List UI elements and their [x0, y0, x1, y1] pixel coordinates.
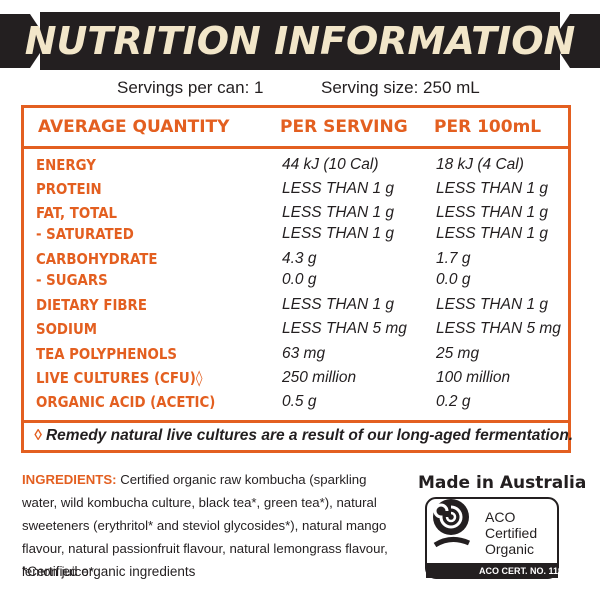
row-per-100ml: 18 kJ (4 Cal) — [436, 156, 524, 173]
aco-cert-number: ACO CERT. NO. 11964 — [479, 566, 574, 576]
table-row: LIVE CULTURES (CFU)◊ 250 million 100 mil… — [24, 369, 568, 391]
row-label: ENERGY — [36, 156, 96, 174]
row-label: PROTEIN — [36, 180, 102, 198]
table-row: TEA POLYPHENOLS 63 mg 25 mg — [24, 345, 568, 367]
row-per-serving: 4.3 g — [282, 250, 317, 267]
row-per-100ml: LESS THAN 5 mg — [436, 320, 561, 337]
ingredients-label: INGREDIENTS: — [22, 472, 117, 487]
row-label: CARBOHYDRATE — [36, 250, 158, 268]
row-per-100ml: 100 million — [436, 369, 511, 386]
row-per-serving: 0.0 g — [282, 271, 317, 288]
footnote-symbol: ◊ — [34, 427, 42, 444]
row-per-100ml: 1.7 g — [436, 250, 471, 267]
row-per-100ml: 0.2 g — [436, 393, 471, 410]
table-row: - SATURATED LESS THAN 1 g LESS THAN 1 g — [24, 225, 568, 247]
row-label: DIETARY FIBRE — [36, 296, 147, 314]
aco-certified-organic-logo: ACO Certified Organic ACO CERT. NO. 1196… — [425, 497, 573, 582]
row-per-100ml: 25 mg — [436, 345, 480, 362]
row-per-serving: 250 million — [282, 369, 357, 386]
header-divider — [24, 146, 568, 149]
footnote: ◊ Remedy natural live cultures are a res… — [34, 427, 573, 445]
table-row: PROTEIN LESS THAN 1 g LESS THAN 1 g — [24, 180, 568, 202]
row-per-100ml: 0.0 g — [436, 271, 471, 288]
row-per-100ml: LESS THAN 1 g — [436, 225, 548, 242]
row-label: SODIUM — [36, 320, 98, 338]
table-row: SODIUM LESS THAN 5 mg LESS THAN 5 mg — [24, 320, 568, 342]
ingredients: INGREDIENTS: Certified organic raw kombu… — [22, 468, 394, 583]
aco-spiral-icon — [425, 497, 559, 579]
table-header: AVERAGE QUANTITY PER SERVING PER 100mL — [24, 108, 568, 150]
servings-line: Servings per can: 1 Serving size: 250 mL — [0, 76, 600, 100]
certified-organic-note: *Certified organic ingredients — [22, 564, 196, 579]
row-per-serving: LESS THAN 5 mg — [282, 320, 407, 337]
table-row: DIETARY FIBRE LESS THAN 1 g LESS THAN 1 … — [24, 296, 568, 318]
nutrition-table: AVERAGE QUANTITY PER SERVING PER 100mL E… — [21, 105, 573, 453]
row-per-serving: 0.5 g — [282, 393, 317, 410]
row-per-serving: LESS THAN 1 g — [282, 296, 394, 313]
aco-line3: Organic — [485, 541, 535, 557]
header-per-serving: PER SERVING — [280, 117, 408, 137]
ingredients-text: Certified organic raw kombucha (sparklin… — [22, 472, 388, 579]
row-label: - SUGARS — [36, 271, 108, 289]
row-label: LIVE CULTURES (CFU)◊ — [36, 369, 203, 387]
row-label: ORGANIC ACID (ACETIC) — [36, 393, 216, 411]
row-per-serving: 44 kJ (10 Cal) — [282, 156, 379, 173]
row-label: - SATURATED — [36, 225, 134, 243]
row-per-100ml: LESS THAN 1 g — [436, 296, 548, 313]
page-title: NUTRITION INFORMATION — [24, 19, 576, 63]
servings-per-can: Servings per can: 1 — [117, 78, 264, 97]
made-in-australia: Made in Australia — [418, 473, 587, 493]
table-row: ORGANIC ACID (ACETIC) 0.5 g 0.2 g — [24, 393, 568, 415]
row-per-serving: LESS THAN 1 g — [282, 204, 394, 221]
row-per-100ml: LESS THAN 1 g — [436, 180, 548, 197]
row-label: FAT, TOTAL — [36, 204, 118, 222]
row-label: TEA POLYPHENOLS — [36, 345, 177, 363]
serving-size: Serving size: 250 mL — [321, 78, 480, 97]
footnote-text: Remedy natural live cultures are a resul… — [45, 427, 574, 444]
row-per-serving: LESS THAN 1 g — [282, 225, 394, 242]
header-average-quantity: AVERAGE QUANTITY — [38, 117, 230, 137]
row-per-100ml: LESS THAN 1 g — [436, 204, 548, 221]
aco-text: ACO Certified Organic — [485, 509, 537, 557]
table-row: CARBOHYDRATE 4.3 g 1.7 g — [24, 250, 568, 272]
aco-line1: ACO — [485, 509, 516, 525]
row-per-serving: LESS THAN 1 g — [282, 180, 394, 197]
title-banner: NUTRITION INFORMATION — [0, 12, 600, 70]
table-row: FAT, TOTAL LESS THAN 1 g LESS THAN 1 g — [24, 204, 568, 226]
aco-line2: Certified — [485, 525, 538, 541]
footer-divider — [24, 420, 568, 423]
banner-ribbon-shape — [0, 12, 600, 70]
table-row: ENERGY 44 kJ (10 Cal) 18 kJ (4 Cal) — [24, 156, 568, 178]
table-row: - SUGARS 0.0 g 0.0 g — [24, 271, 568, 293]
row-per-serving: 63 mg — [282, 345, 326, 362]
header-per-100ml: PER 100mL — [434, 117, 542, 137]
